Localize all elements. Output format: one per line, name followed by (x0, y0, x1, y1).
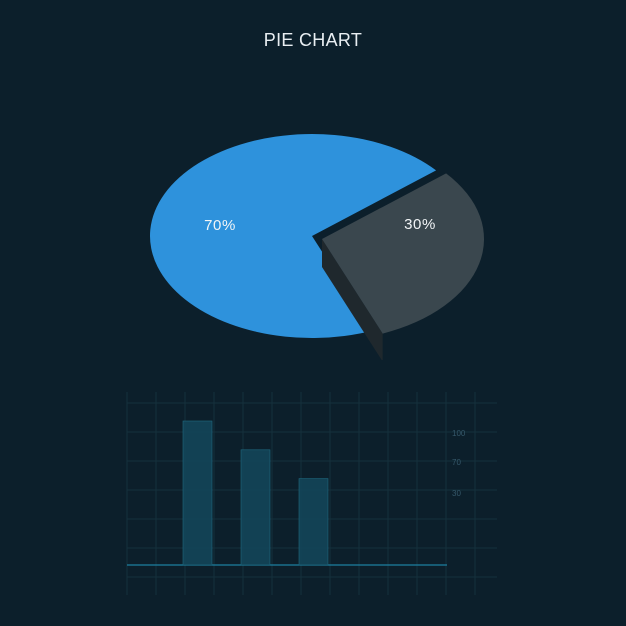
chart-title: PIE CHART (263, 30, 363, 50)
pie-slice-1 (150, 134, 437, 338)
pie-slice-2 (322, 173, 484, 360)
y-tick-label-2: 70 (452, 458, 461, 467)
pie-chart: 70% 30% (150, 134, 484, 360)
bar-3 (298, 478, 329, 566)
pie-label-1: 70% (204, 217, 236, 234)
bar-1 (182, 420, 213, 566)
pie-label-2: 30% (404, 216, 436, 233)
bar-2 (240, 449, 271, 566)
y-tick-label-3: 30 (452, 489, 461, 498)
y-tick-label-1: 100 (452, 429, 466, 438)
